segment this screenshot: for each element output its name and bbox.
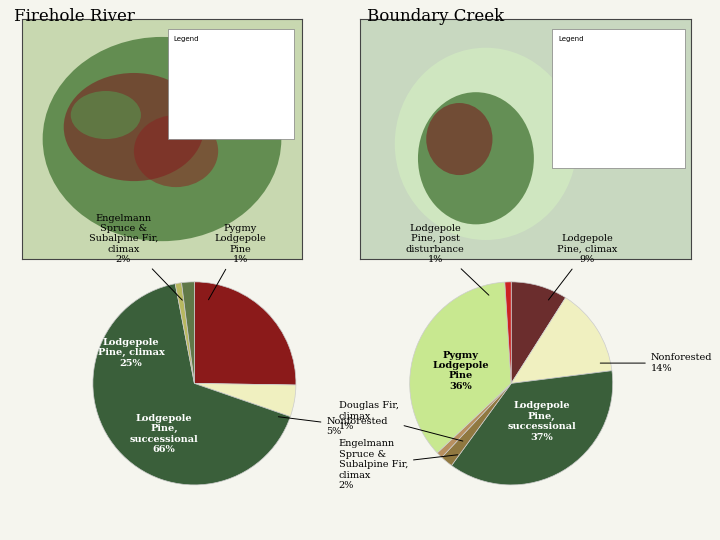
Text: Nonforested
5%: Nonforested 5% <box>279 417 388 436</box>
Text: Lodgepole
Pine, climax
9%: Lodgepole Pine, climax 9% <box>549 234 618 300</box>
Text: Nonforested
14%: Nonforested 14% <box>600 353 712 373</box>
Wedge shape <box>194 383 296 416</box>
Wedge shape <box>93 284 290 485</box>
Text: Lodgepole
Pine,
successional
66%: Lodgepole Pine, successional 66% <box>130 414 198 454</box>
Text: Legend: Legend <box>174 36 199 42</box>
Text: Engelmann
Spruce &
Subalpine Fir,
climax
2%: Engelmann Spruce & Subalpine Fir, climax… <box>89 213 182 300</box>
Ellipse shape <box>395 48 577 240</box>
Wedge shape <box>181 282 194 383</box>
Wedge shape <box>437 383 511 457</box>
Wedge shape <box>511 298 612 383</box>
Text: Douglas Fir,
climax
1%: Douglas Fir, climax 1% <box>338 402 463 441</box>
Ellipse shape <box>64 73 204 181</box>
Ellipse shape <box>71 91 141 139</box>
Wedge shape <box>441 383 511 465</box>
Ellipse shape <box>418 92 534 224</box>
Text: Lodgepole
Pine, climax
25%: Lodgepole Pine, climax 25% <box>97 338 164 368</box>
Text: Firehole River: Firehole River <box>14 8 135 25</box>
Ellipse shape <box>426 103 492 175</box>
Ellipse shape <box>42 37 282 241</box>
Wedge shape <box>194 282 296 385</box>
Wedge shape <box>410 282 511 453</box>
Wedge shape <box>451 370 613 485</box>
Text: Pygmy
Lodgepole
Pine
1%: Pygmy Lodgepole Pine 1% <box>209 224 266 300</box>
FancyBboxPatch shape <box>168 29 294 139</box>
Text: Lodgepole
Pine, post
disturbance
1%: Lodgepole Pine, post disturbance 1% <box>405 224 489 295</box>
Wedge shape <box>505 282 511 383</box>
Text: Lodgepole
Pine,
successional
37%: Lodgepole Pine, successional 37% <box>508 401 576 442</box>
FancyBboxPatch shape <box>552 29 685 168</box>
Text: Engelmann
Spruce &
Subalpine Fir,
climax
2%: Engelmann Spruce & Subalpine Fir, climax… <box>338 440 458 490</box>
Text: Legend: Legend <box>559 36 584 42</box>
Text: Pygmy
Lodgepole
Pine
36%: Pygmy Lodgepole Pine 36% <box>432 350 489 391</box>
Wedge shape <box>511 282 566 383</box>
Wedge shape <box>175 283 194 383</box>
Text: Boundary Creek: Boundary Creek <box>367 8 504 25</box>
Ellipse shape <box>134 115 218 187</box>
